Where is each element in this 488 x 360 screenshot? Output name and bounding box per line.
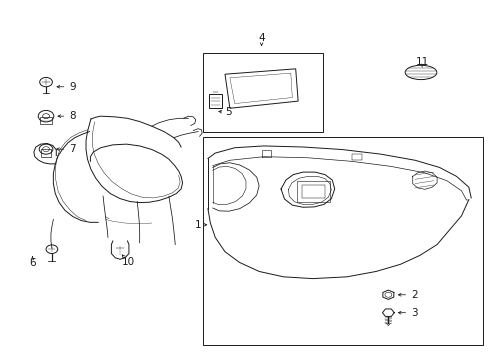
Bar <box>41 149 51 157</box>
Text: 1: 1 <box>194 220 201 230</box>
Text: 9: 9 <box>69 82 76 92</box>
Bar <box>40 117 52 125</box>
Text: 3: 3 <box>410 308 417 318</box>
Text: 5: 5 <box>225 107 232 117</box>
Text: 2: 2 <box>410 290 417 300</box>
Text: 6: 6 <box>29 258 36 268</box>
Text: 11: 11 <box>415 57 428 67</box>
Bar <box>209 94 221 108</box>
Text: 4: 4 <box>258 33 264 43</box>
Bar <box>203 137 483 345</box>
Bar <box>203 53 322 132</box>
Text: 8: 8 <box>69 111 76 121</box>
Text: 10: 10 <box>122 257 135 267</box>
Bar <box>297 181 330 202</box>
Text: 7: 7 <box>69 144 76 154</box>
Bar <box>302 185 325 198</box>
